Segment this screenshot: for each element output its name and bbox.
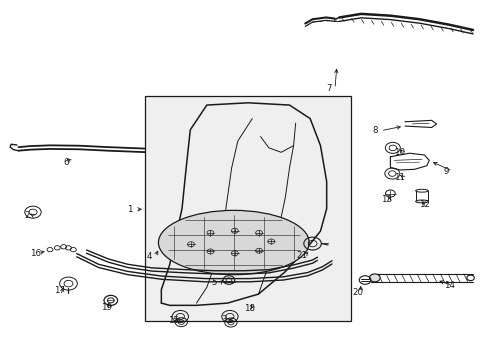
Text: 15: 15 [167,315,178,324]
Text: 6: 6 [63,158,69,167]
Text: 8: 8 [371,126,377,135]
Ellipse shape [158,210,308,275]
Text: 10: 10 [393,148,405,157]
Text: 18: 18 [244,304,255,313]
Text: 16: 16 [30,249,41,258]
Text: 19: 19 [101,303,112,312]
Text: 4: 4 [146,252,151,261]
Text: 3: 3 [221,315,226,324]
Circle shape [369,274,379,282]
Ellipse shape [415,200,427,203]
Text: 11: 11 [393,173,405,182]
Text: 14: 14 [443,281,454,290]
Text: 12: 12 [418,200,428,209]
Text: 20: 20 [352,288,363,297]
Bar [144,96,351,321]
Text: 1: 1 [126,205,132,214]
Text: 7: 7 [325,84,331,93]
Text: 2: 2 [25,211,30,220]
Text: 13: 13 [380,195,391,204]
Text: 5: 5 [211,278,217,287]
Text: 21: 21 [295,251,306,260]
Text: 9: 9 [443,167,448,176]
Text: 17: 17 [54,285,65,294]
